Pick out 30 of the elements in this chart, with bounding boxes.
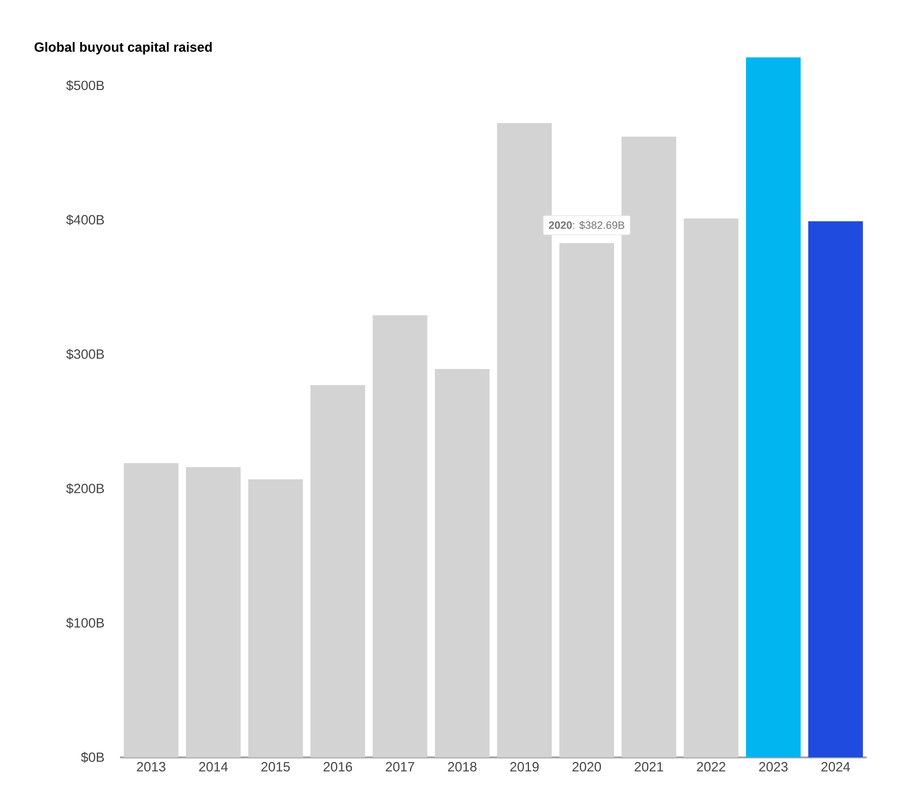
bar (434, 369, 490, 758)
x-tick-label: 2022 (696, 762, 726, 772)
x-tick-label: 2018 (448, 762, 476, 772)
x-tick-label: 2017 (386, 762, 414, 772)
x-tick-label: 2016 (324, 762, 352, 772)
y-tick-label: $400B (66, 214, 104, 226)
bar (808, 221, 863, 758)
y-tick-label: $0B (81, 752, 104, 763)
x-tick-label: 2020 (572, 762, 601, 772)
y-tick-label: $200B (66, 483, 104, 494)
x-tick-label: 2014 (199, 762, 228, 772)
x-tick-label: 2021 (634, 762, 664, 772)
bar (684, 218, 738, 758)
x-tick-label: 2019 (510, 762, 539, 772)
chart-title: Global buyout capital raised (34, 42, 212, 54)
bar (186, 467, 241, 758)
bar (248, 479, 303, 758)
y-tick-label: $500B (66, 80, 104, 91)
y-tick-label: $300B (66, 348, 104, 360)
y-tick-label: $100B (66, 618, 104, 628)
bar (372, 315, 428, 758)
annotation: 2020: $382.69B (548, 220, 624, 230)
x-tick-label: 2023 (759, 762, 788, 772)
bar (310, 385, 366, 758)
x-tick-label: 2013 (136, 762, 166, 772)
bar (124, 463, 178, 758)
bar (559, 243, 614, 758)
bar (746, 57, 801, 758)
x-tick-label: 2015 (261, 762, 290, 772)
x-tick-label: 2024 (821, 762, 850, 772)
